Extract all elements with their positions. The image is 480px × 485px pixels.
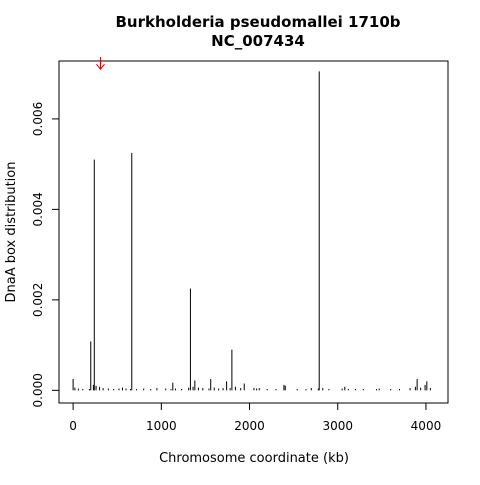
y-tick-label: 0.000 (31, 373, 45, 407)
annotations (96, 57, 105, 70)
x-axis: 0 1000 2000 3000 4000 (69, 402, 442, 433)
y-axis-title: DnaA box distribution (4, 162, 19, 303)
x-tick-label: 2000 (234, 419, 265, 433)
chart-subtitle: NC_007434 (211, 32, 305, 50)
y-axis: 0.000 0.002 0.004 0.006 (31, 102, 60, 408)
y-tick-label: 0.004 (31, 192, 45, 226)
y-tick-label: 0.002 (31, 283, 45, 317)
x-tick-label: 3000 (322, 419, 353, 433)
x-tick-label: 1000 (146, 419, 177, 433)
x-tick-label: 4000 (411, 419, 442, 433)
plot-frame (58, 60, 449, 404)
red-arrow-icon (96, 57, 105, 70)
y-tick-label: 0.006 (31, 102, 45, 136)
chart-title: Burkholderia pseudomallei 1710b (115, 13, 400, 31)
bars (72, 71, 431, 391)
x-tick-label: 0 (69, 419, 77, 433)
x-axis-title: Chromosome coordinate (kb) (159, 451, 349, 466)
